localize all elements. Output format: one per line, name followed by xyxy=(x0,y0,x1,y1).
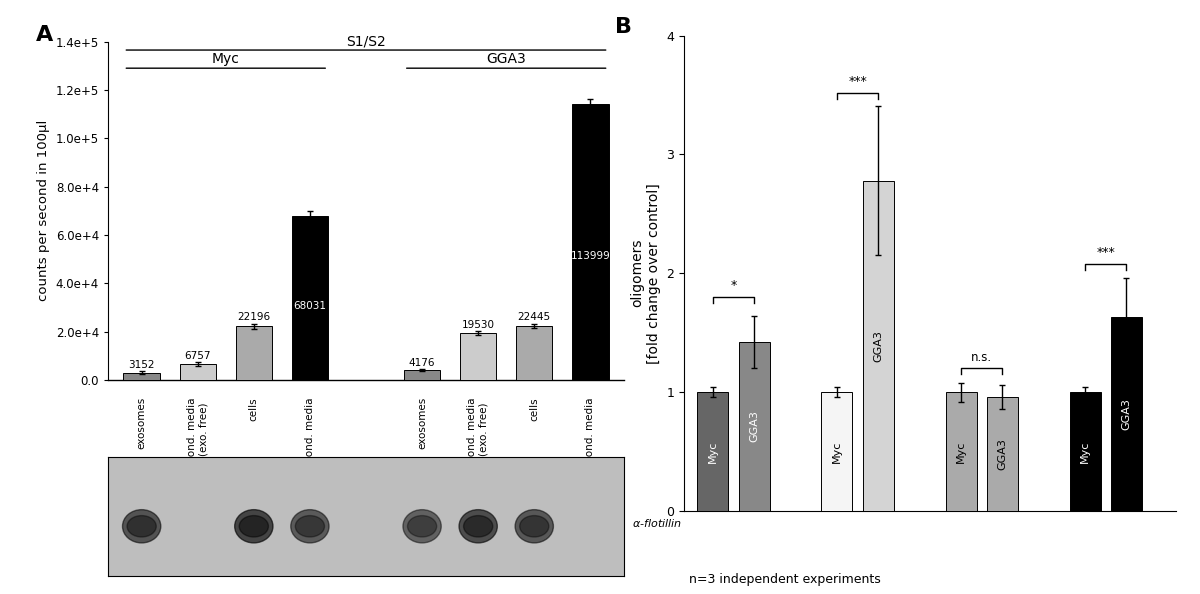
Text: S1/S2: S1/S2 xyxy=(346,34,386,48)
Bar xyxy=(946,392,977,511)
Ellipse shape xyxy=(127,516,156,537)
Y-axis label: counts per second in 100µl: counts per second in 100µl xyxy=(37,120,50,302)
Text: *: * xyxy=(731,279,737,292)
Bar xyxy=(986,397,1018,511)
Bar xyxy=(697,392,728,511)
Text: cells: cells xyxy=(529,397,539,421)
Bar xyxy=(822,392,852,511)
Text: n=3 independent experiments: n=3 independent experiments xyxy=(689,573,881,586)
Y-axis label: oligomers
[fold change over control]: oligomers [fold change over control] xyxy=(630,183,661,364)
Text: 6757: 6757 xyxy=(185,350,211,361)
Bar xyxy=(460,333,497,380)
Bar xyxy=(235,327,272,380)
Bar xyxy=(1111,317,1142,511)
Text: GGA3: GGA3 xyxy=(1121,398,1132,430)
Text: cells: cells xyxy=(248,397,259,421)
Text: exosomes: exosomes xyxy=(418,397,427,449)
Text: 4176: 4176 xyxy=(409,358,436,368)
Ellipse shape xyxy=(403,510,442,543)
Text: 68031: 68031 xyxy=(294,301,326,311)
Ellipse shape xyxy=(290,510,329,543)
Text: Myc: Myc xyxy=(956,440,966,463)
Text: Myc: Myc xyxy=(708,440,718,463)
Text: cond. media: cond. media xyxy=(586,397,595,462)
Text: 22196: 22196 xyxy=(238,312,270,323)
Ellipse shape xyxy=(520,516,548,537)
Text: Myc: Myc xyxy=(832,440,842,463)
Text: cond. media
(exo. free): cond. media (exo. free) xyxy=(467,397,488,462)
Text: exosomes: exosomes xyxy=(137,397,146,449)
Ellipse shape xyxy=(239,516,269,537)
Bar xyxy=(863,181,894,511)
Text: ***: *** xyxy=(1097,246,1115,259)
Text: 113999: 113999 xyxy=(570,251,611,261)
Text: GGA3: GGA3 xyxy=(997,438,1007,470)
Bar xyxy=(124,372,160,380)
Text: cond. media: cond. media xyxy=(305,397,314,462)
Ellipse shape xyxy=(122,510,161,543)
Ellipse shape xyxy=(460,510,497,543)
Text: $\alpha$-flotillin: $\alpha$-flotillin xyxy=(632,517,683,529)
Text: 19530: 19530 xyxy=(462,320,494,330)
Text: GGA3: GGA3 xyxy=(486,52,526,67)
Text: A: A xyxy=(36,25,53,45)
Text: Myc: Myc xyxy=(1080,440,1090,463)
Text: B: B xyxy=(616,17,632,37)
Bar xyxy=(292,216,328,380)
Bar xyxy=(572,105,608,380)
Ellipse shape xyxy=(408,516,437,537)
Ellipse shape xyxy=(295,516,324,537)
Bar xyxy=(1069,392,1100,511)
Text: 3152: 3152 xyxy=(128,360,155,370)
Text: n.s.: n.s. xyxy=(971,350,992,364)
Text: cond. media
(exo. free): cond. media (exo. free) xyxy=(187,397,209,462)
Bar xyxy=(516,326,552,380)
Bar xyxy=(180,364,216,380)
Bar xyxy=(739,342,769,511)
Text: GGA3: GGA3 xyxy=(749,410,760,443)
Ellipse shape xyxy=(235,510,272,543)
Ellipse shape xyxy=(515,510,553,543)
Text: GGA3: GGA3 xyxy=(874,330,883,362)
Text: Myc: Myc xyxy=(212,52,240,67)
Text: 22445: 22445 xyxy=(517,312,551,323)
Bar xyxy=(404,370,440,380)
Text: ***: *** xyxy=(848,75,868,88)
Ellipse shape xyxy=(463,516,493,537)
